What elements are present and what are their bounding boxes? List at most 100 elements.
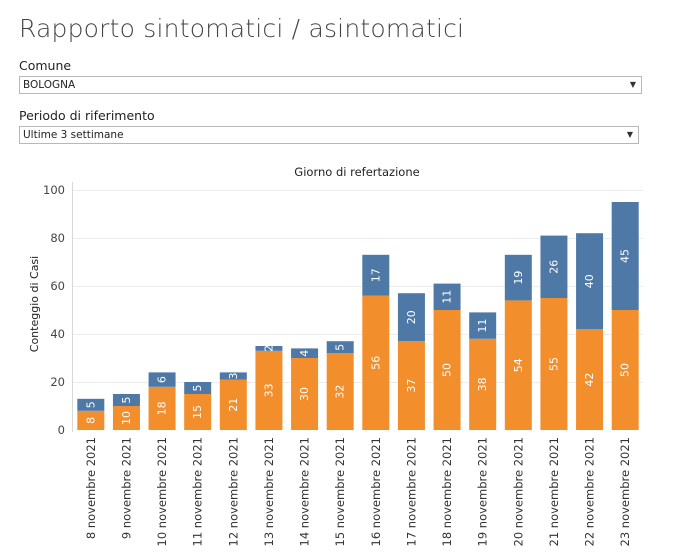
bar-segment-sintomatici bbox=[148, 386, 176, 430]
bar-segment-sintomatici bbox=[184, 394, 212, 430]
bar-segment-asintomatici bbox=[184, 382, 212, 394]
periodo-select-value: Ultime 3 settimane bbox=[23, 129, 124, 141]
bar-segment-sintomatici bbox=[112, 406, 140, 430]
bar-segment-asintomatici bbox=[326, 341, 354, 354]
data-label: 17 bbox=[369, 268, 382, 282]
data-label: 56 bbox=[369, 356, 382, 370]
bar-segment-sintomatici bbox=[469, 338, 497, 430]
data-label: 21 bbox=[227, 398, 240, 412]
comune-select-value: BOLOGNA bbox=[23, 79, 76, 91]
x-tick-label: 20 novembre 2021 bbox=[511, 437, 525, 546]
bar-segment-sintomatici bbox=[362, 295, 390, 430]
data-label: 38 bbox=[476, 377, 489, 391]
data-label: 37 bbox=[405, 379, 418, 393]
data-label: 26 bbox=[547, 260, 560, 274]
x-tick-label: 19 novembre 2021 bbox=[476, 437, 490, 546]
bar-segment-asintomatici bbox=[469, 312, 497, 339]
bar-segment-sintomatici bbox=[397, 341, 425, 430]
x-tick-label: 10 novembre 2021 bbox=[155, 437, 169, 546]
bar-segment-asintomatici bbox=[112, 394, 140, 406]
data-label: 6 bbox=[156, 376, 169, 383]
bar-segment-sintomatici bbox=[540, 298, 568, 430]
data-label: 30 bbox=[298, 387, 311, 401]
y-tick-label: 0 bbox=[58, 423, 65, 437]
bar-segment-sintomatici bbox=[433, 310, 461, 430]
bar-segment-asintomatici bbox=[291, 348, 319, 358]
comune-select[interactable]: BOLOGNA ▼ bbox=[19, 76, 642, 94]
periodo-select[interactable]: Ultime 3 settimane ▼ bbox=[19, 126, 639, 144]
x-tick-label: 14 novembre 2021 bbox=[298, 437, 312, 546]
comune-label: Comune bbox=[19, 58, 72, 73]
x-tick-label: 8 novembre 2021 bbox=[84, 437, 98, 539]
data-label: 45 bbox=[619, 249, 632, 263]
bar-segment-sintomatici bbox=[219, 379, 247, 430]
data-label: 5 bbox=[191, 385, 204, 392]
data-label: 2 bbox=[262, 345, 275, 352]
y-tick-label: 20 bbox=[50, 375, 65, 389]
bar-segment-asintomatici bbox=[219, 372, 247, 380]
data-label: 5 bbox=[120, 397, 133, 404]
x-tick-label: 15 novembre 2021 bbox=[333, 437, 347, 546]
data-label: 4 bbox=[298, 350, 311, 357]
bar-segment-sintomatici bbox=[255, 350, 283, 430]
x-tick-label: 13 novembre 2021 bbox=[262, 437, 276, 546]
data-label: 18 bbox=[156, 401, 169, 415]
data-label: 19 bbox=[512, 271, 525, 285]
data-label: 42 bbox=[583, 373, 596, 387]
bar-segment-asintomatici bbox=[77, 398, 105, 411]
data-label: 40 bbox=[583, 274, 596, 288]
data-label: 8 bbox=[84, 417, 97, 424]
data-label: 50 bbox=[441, 363, 454, 377]
bar-segment-sintomatici bbox=[326, 353, 354, 430]
data-label: 33 bbox=[262, 383, 275, 397]
x-tick-label: 18 novembre 2021 bbox=[440, 437, 454, 546]
y-tick-label: 40 bbox=[50, 327, 65, 341]
bar-segment-sintomatici bbox=[576, 329, 604, 430]
y-tick-label: 60 bbox=[50, 279, 65, 293]
bar-segment-asintomatici bbox=[148, 372, 176, 387]
data-label: 10 bbox=[120, 411, 133, 425]
periodo-label: Periodo di riferimento bbox=[19, 108, 155, 123]
chart-title: Giorno di refertazione bbox=[294, 165, 419, 179]
bar-segment-asintomatici bbox=[397, 293, 425, 342]
data-label: 15 bbox=[191, 405, 204, 419]
page-title: Rapporto sintomatici / asintomatici bbox=[19, 14, 465, 43]
bar-segment-sintomatici bbox=[611, 310, 639, 430]
data-label: 20 bbox=[405, 310, 418, 324]
x-tick-label: 17 novembre 2021 bbox=[404, 437, 418, 546]
data-label: 55 bbox=[547, 357, 560, 371]
bar-segment-asintomatici bbox=[576, 233, 604, 330]
x-tick-label: 16 novembre 2021 bbox=[369, 437, 383, 546]
bar-segment-sintomatici bbox=[504, 300, 532, 430]
bar-segment-asintomatici bbox=[611, 202, 639, 310]
y-tick-label: 100 bbox=[43, 183, 65, 197]
bars: 8510518615521333230432556173720501138115… bbox=[77, 202, 639, 430]
bar-segment-asintomatici bbox=[362, 254, 390, 296]
bar-segment-asintomatici bbox=[540, 235, 568, 298]
bar-segment-asintomatici bbox=[504, 254, 532, 301]
bar-segment-asintomatici bbox=[433, 283, 461, 310]
bar-segment-sintomatici bbox=[77, 410, 105, 430]
x-tick-label: 9 novembre 2021 bbox=[119, 437, 133, 539]
y-axis-label: Conteggio di Casi bbox=[28, 256, 41, 352]
x-tick-label: 22 novembre 2021 bbox=[583, 437, 597, 546]
bar-segment-asintomatici bbox=[255, 346, 283, 351]
dropdown-arrow-icon[interactable]: ▼ bbox=[626, 130, 633, 139]
data-label: 50 bbox=[619, 363, 632, 377]
data-label: 11 bbox=[476, 319, 489, 333]
dropdown-arrow-icon[interactable]: ▼ bbox=[629, 80, 636, 89]
x-tick-label: 23 novembre 2021 bbox=[618, 437, 632, 546]
y-tick-label: 80 bbox=[50, 231, 65, 245]
data-label: 54 bbox=[512, 358, 525, 372]
x-axis-ticks: 8 novembre 2021 9 novembre 2021 10 novembr… bbox=[84, 437, 632, 546]
x-tick-label: 12 novembre 2021 bbox=[226, 437, 240, 546]
bar-segment-sintomatici bbox=[291, 358, 319, 430]
data-label: 11 bbox=[441, 290, 454, 304]
y-axis-ticks: 0 20 40 60 80 100 bbox=[43, 183, 65, 437]
data-label: 3 bbox=[227, 373, 240, 380]
x-tick-label: 21 novembre 2021 bbox=[547, 437, 561, 546]
data-label: 5 bbox=[334, 344, 347, 351]
x-tick-label: 11 novembre 2021 bbox=[191, 437, 205, 546]
data-label: 32 bbox=[334, 385, 347, 399]
